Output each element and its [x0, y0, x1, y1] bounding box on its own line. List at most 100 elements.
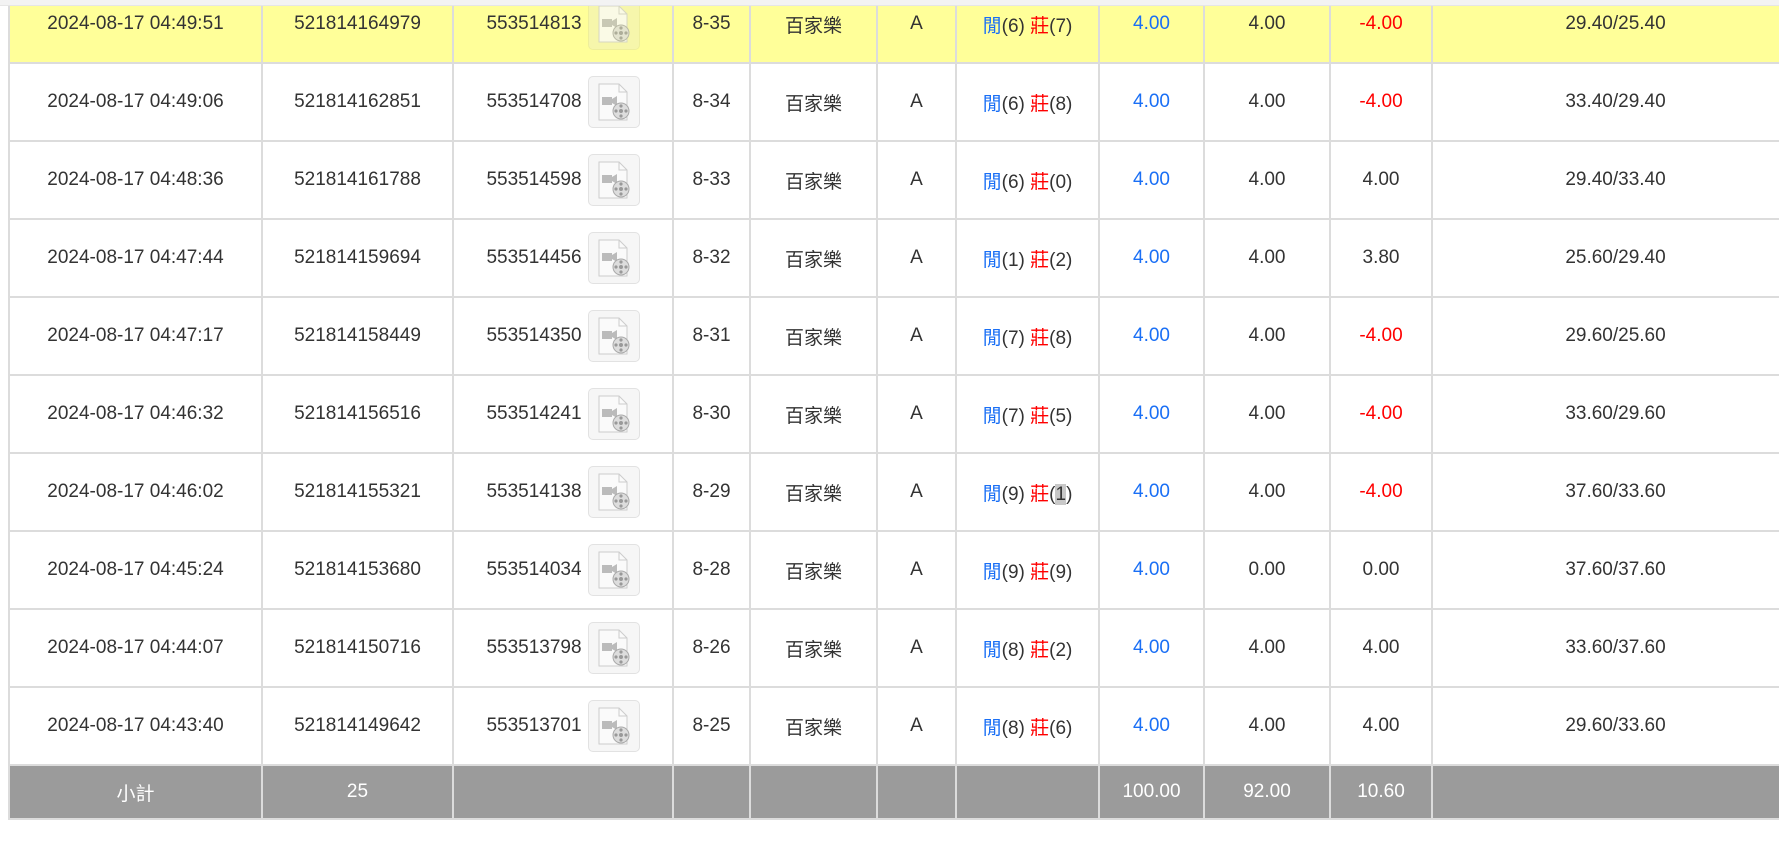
valid-bet: 4.00 — [1203, 218, 1331, 298]
player-label: 閒 — [982, 717, 1002, 739]
game-name: 百家樂 — [749, 452, 878, 532]
result-cell: 閒(9) 莊(9) — [955, 530, 1100, 610]
banker-label: 莊 — [1030, 249, 1050, 271]
table-row: 2024-08-17 04:43:40 521814149642 553513701… — [8, 686, 1779, 766]
bet-time: 2024-08-17 04:47:44 — [8, 218, 263, 298]
video-replay-icon[interactable] — [587, 622, 640, 674]
bet-amount: 4.00 — [1098, 452, 1205, 532]
bet-id: 521814156516 — [261, 374, 454, 454]
player-label: 閒 — [982, 483, 1002, 505]
player-score: (8) — [1001, 717, 1025, 739]
round-id: 553514708 — [486, 91, 582, 113]
shoe-round: 8-33 — [672, 140, 751, 220]
table-row: 2024-08-17 04:45:24 521814153680 553514034… — [8, 530, 1779, 610]
shoe-round: 8-32 — [672, 218, 751, 298]
player-score: (9) — [1001, 483, 1025, 505]
banker-score: (7) — [1049, 15, 1073, 37]
table-name: A — [876, 296, 957, 376]
valid-bet: 4.00 — [1203, 0, 1331, 64]
empty-cell — [876, 764, 957, 820]
round-cell: 553514034 — [452, 530, 674, 610]
result-cell: 閒(7) 莊(8) — [955, 296, 1100, 376]
balance-before-after: 33.60/29.60 — [1431, 374, 1779, 454]
banker-label: 莊 — [1030, 327, 1050, 349]
bet-time: 2024-08-17 04:44:07 — [8, 608, 263, 688]
result-cell: 閒(6) 莊(7) — [955, 0, 1100, 64]
win-loss: -4.00 — [1329, 296, 1433, 376]
win-loss: -4.00 — [1329, 62, 1433, 142]
table-name: A — [876, 0, 957, 64]
bet-amount: 4.00 — [1098, 218, 1205, 298]
shoe-round: 8-29 — [672, 452, 751, 532]
empty-cell — [672, 764, 751, 820]
win-loss: -4.00 — [1329, 374, 1433, 454]
top-edge — [0, 0, 1779, 6]
round-cell: 553513701 — [452, 686, 674, 766]
player-label: 閒 — [982, 15, 1002, 37]
round-cell: 553514813 — [452, 0, 674, 64]
table-name: A — [876, 140, 957, 220]
result-cell: 閒(8) 莊(6) — [955, 686, 1100, 766]
player-score: (9) — [1001, 561, 1025, 583]
round-id: 553514350 — [486, 325, 582, 347]
game-name: 百家樂 — [749, 140, 878, 220]
round-cell: 553514241 — [452, 374, 674, 454]
player-label: 閒 — [982, 639, 1002, 661]
bet-amount: 4.00 — [1098, 0, 1205, 64]
bet-amount: 4.00 — [1098, 140, 1205, 220]
table-row: 2024-08-17 04:49:06 521814162851 553514708… — [8, 62, 1779, 142]
round-cell: 553514598 — [452, 140, 674, 220]
bet-id: 521814162851 — [261, 62, 454, 142]
bet-amount: 4.00 — [1098, 530, 1205, 610]
video-replay-icon[interactable] — [587, 310, 640, 362]
bet-id: 521814159694 — [261, 218, 454, 298]
balance-before-after: 29.60/25.60 — [1431, 296, 1779, 376]
game-name: 百家樂 — [749, 686, 878, 766]
empty-cell — [749, 764, 878, 820]
game-name: 百家樂 — [749, 62, 878, 142]
result-cell: 閒(1) 莊(2) — [955, 218, 1100, 298]
subtotal-row: 小計 25 100.00 92.00 10.60 — [8, 764, 1779, 820]
video-replay-icon[interactable] — [587, 388, 640, 440]
result-cell: 閒(6) 莊(0) — [955, 140, 1100, 220]
empty-cell — [955, 764, 1100, 820]
round-id: 553514138 — [486, 481, 582, 503]
bet-time: 2024-08-17 04:48:36 — [8, 140, 263, 220]
player-score: (7) — [1001, 405, 1025, 427]
video-replay-icon[interactable] — [587, 154, 640, 206]
banker-score: (6) — [1049, 717, 1073, 739]
table-body: 2024-08-17 04:49:51 521814164979 553514813… — [8, 0, 1779, 766]
bet-records-table: 2024-08-17 04:49:51 521814164979 553514813… — [8, 0, 1779, 820]
video-replay-icon[interactable] — [587, 544, 640, 596]
win-loss: 0.00 — [1329, 530, 1433, 610]
round-id: 553514598 — [486, 169, 582, 191]
balance-before-after: 33.60/37.60 — [1431, 608, 1779, 688]
video-replay-icon[interactable] — [587, 700, 640, 752]
valid-bet: 4.00 — [1203, 608, 1331, 688]
round-cell: 553514708 — [452, 62, 674, 142]
shoe-round: 8-26 — [672, 608, 751, 688]
valid-bet: 0.00 — [1203, 530, 1331, 610]
table-row: 2024-08-17 04:46:02 521814155321 553514138… — [8, 452, 1779, 532]
subtotal-bet: 100.00 — [1098, 764, 1205, 820]
result-cell: 閒(6) 莊(8) — [955, 62, 1100, 142]
table-name: A — [876, 608, 957, 688]
bet-id: 521814153680 — [261, 530, 454, 610]
bet-id: 521814150716 — [261, 608, 454, 688]
empty-cell — [1431, 764, 1779, 820]
game-name: 百家樂 — [749, 0, 878, 64]
player-label: 閒 — [982, 405, 1002, 427]
video-replay-icon[interactable] — [587, 0, 640, 50]
video-replay-icon[interactable] — [587, 232, 640, 284]
round-cell: 553514350 — [452, 296, 674, 376]
bet-time: 2024-08-17 04:46:02 — [8, 452, 263, 532]
player-label: 閒 — [982, 249, 1002, 271]
video-replay-icon[interactable] — [587, 76, 640, 128]
video-replay-icon[interactable] — [587, 466, 640, 518]
subtotal-valid: 92.00 — [1203, 764, 1331, 820]
table-name: A — [876, 62, 957, 142]
valid-bet: 4.00 — [1203, 686, 1331, 766]
win-loss: -4.00 — [1329, 0, 1433, 64]
valid-bet: 4.00 — [1203, 452, 1331, 532]
shoe-round: 8-25 — [672, 686, 751, 766]
